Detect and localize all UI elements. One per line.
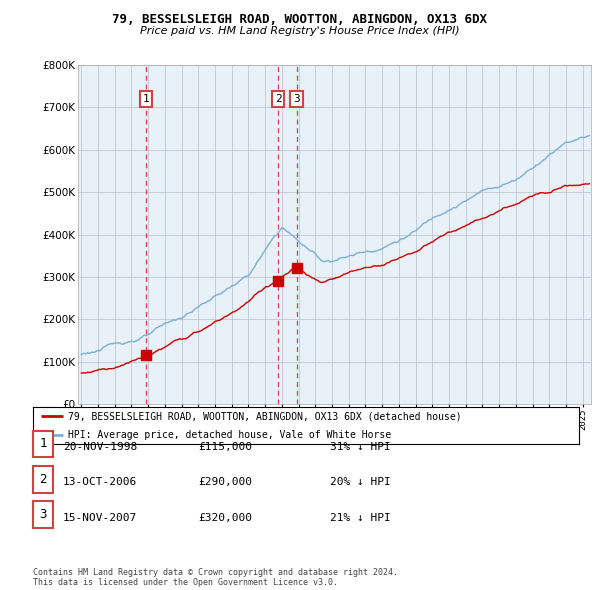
- Text: 20% ↓ HPI: 20% ↓ HPI: [330, 477, 391, 487]
- Text: HPI: Average price, detached house, Vale of White Horse: HPI: Average price, detached house, Vale…: [68, 430, 392, 440]
- Text: 79, BESSELSLEIGH ROAD, WOOTTON, ABINGDON, OX13 6DX (detached house): 79, BESSELSLEIGH ROAD, WOOTTON, ABINGDON…: [68, 411, 462, 421]
- Text: 2: 2: [39, 473, 47, 486]
- Text: 2: 2: [275, 94, 281, 104]
- Text: Contains HM Land Registry data © Crown copyright and database right 2024.
This d: Contains HM Land Registry data © Crown c…: [33, 568, 398, 587]
- Text: 21% ↓ HPI: 21% ↓ HPI: [330, 513, 391, 523]
- Text: Price paid vs. HM Land Registry's House Price Index (HPI): Price paid vs. HM Land Registry's House …: [140, 26, 460, 36]
- Text: £115,000: £115,000: [198, 442, 252, 452]
- Text: £290,000: £290,000: [198, 477, 252, 487]
- Text: 13-OCT-2006: 13-OCT-2006: [63, 477, 137, 487]
- Text: 20-NOV-1998: 20-NOV-1998: [63, 442, 137, 452]
- Text: 1: 1: [39, 437, 47, 451]
- Text: £320,000: £320,000: [198, 513, 252, 523]
- Text: 79, BESSELSLEIGH ROAD, WOOTTON, ABINGDON, OX13 6DX: 79, BESSELSLEIGH ROAD, WOOTTON, ABINGDON…: [113, 13, 487, 26]
- Text: 31% ↓ HPI: 31% ↓ HPI: [330, 442, 391, 452]
- Text: 1: 1: [143, 94, 149, 104]
- Text: 3: 3: [39, 508, 47, 522]
- Text: 15-NOV-2007: 15-NOV-2007: [63, 513, 137, 523]
- Text: 3: 3: [293, 94, 300, 104]
